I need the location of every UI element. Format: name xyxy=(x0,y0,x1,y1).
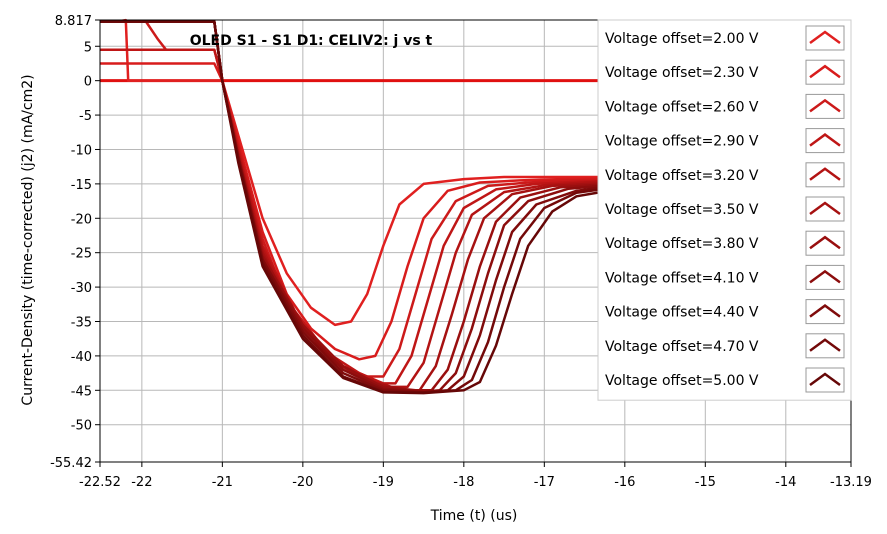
series-line-1 xyxy=(100,18,601,327)
y-tick-label: 0 xyxy=(84,75,92,90)
x-tick-label: -22 xyxy=(131,475,152,490)
y-tick-label: -50 xyxy=(71,419,92,434)
x-tick-label: -13.19 xyxy=(830,475,872,490)
legend-label: Voltage offset=3.50 V xyxy=(605,202,759,218)
legend-swatch[interactable] xyxy=(805,196,845,222)
legend-swatch-line xyxy=(809,133,841,147)
x-tick-label: -19 xyxy=(373,475,394,490)
legend-swatch-line xyxy=(809,304,841,318)
x-axis-title: Time (t) (us) xyxy=(430,508,518,524)
y-tick-label: -10 xyxy=(71,143,92,158)
legend-swatch-line xyxy=(809,167,841,181)
legend-label: Voltage offset=4.10 V xyxy=(605,270,759,286)
legend-swatch[interactable] xyxy=(805,264,845,290)
legend-swatch[interactable] xyxy=(805,333,845,359)
y-tick-label: 8.817 xyxy=(55,14,92,29)
y-tick-label: -25 xyxy=(71,247,92,262)
y-tick-label: -20 xyxy=(71,212,92,227)
x-tick-label: -17 xyxy=(534,475,555,490)
x-tick-label: -15 xyxy=(695,475,716,490)
x-tick-label: -20 xyxy=(292,475,313,490)
y-tick-label: -45 xyxy=(71,384,92,399)
legend-label: Voltage offset=2.30 V xyxy=(605,65,759,81)
x-tick-label: -21 xyxy=(212,475,233,490)
legend-label: Voltage offset=3.80 V xyxy=(605,236,759,252)
legend-swatch-line xyxy=(809,235,841,250)
x-axis-ticks: -22.52 -22 -21 -20 -19 -18 -17 -16 -15 -14 -13.19 xyxy=(79,462,872,490)
legend-label: Voltage offset=4.70 V xyxy=(605,339,759,355)
legend-label: Voltage offset=2.00 V xyxy=(605,31,759,47)
y-tick-label: -35 xyxy=(71,315,92,330)
x-tick-label: -14 xyxy=(775,475,796,490)
legend-swatch[interactable] xyxy=(805,299,845,325)
series-line-11 xyxy=(100,20,601,395)
legend-swatch[interactable] xyxy=(805,93,845,119)
legend-swatch[interactable] xyxy=(805,128,845,154)
y-tick-label: -40 xyxy=(71,350,92,365)
legend-label: Voltage offset=4.40 V xyxy=(605,305,759,321)
legend-swatch-line xyxy=(809,30,841,45)
legend-label: Voltage offset=2.60 V xyxy=(605,99,759,115)
legend-label: Voltage offset=3.20 V xyxy=(605,168,759,184)
legend-swatch-line xyxy=(809,201,841,216)
legend-label: Voltage offset=5.00 V xyxy=(605,373,759,389)
y-axis-title: Current-Density (time-corrected) (j2) (m… xyxy=(20,74,36,405)
y-axis-ticks: -55.42-50-45-40-35-30-25-20-15-10-5058.8… xyxy=(50,14,100,471)
y-tick-label: -15 xyxy=(71,178,92,193)
x-tick-label: -18 xyxy=(453,475,474,490)
y-tick-label: 5 xyxy=(84,40,92,55)
legend-swatch[interactable] xyxy=(805,230,845,256)
legend-label: Voltage offset=2.90 V xyxy=(605,134,759,150)
legend-swatch-line xyxy=(809,64,841,79)
x-tick-label: -22.52 xyxy=(79,475,121,490)
legend: Voltage offset=2.00 V Voltage offset=2.30… xyxy=(597,19,852,401)
legend-swatch[interactable] xyxy=(805,59,845,85)
legend-swatch-line xyxy=(809,269,841,284)
y-tick-label: -55.42 xyxy=(50,456,92,471)
legend-swatch-line xyxy=(809,372,841,387)
chart-title: OLED S1 - S1 D1: CELIV2: j vs t xyxy=(190,33,433,49)
legend-swatch-line xyxy=(809,98,841,113)
legend-swatch[interactable] xyxy=(805,367,845,393)
y-tick-label: -30 xyxy=(71,281,92,296)
legend-swatch[interactable] xyxy=(805,162,845,188)
legend-swatch-line xyxy=(809,338,841,352)
y-tick-label: -5 xyxy=(79,109,92,124)
legend-swatch[interactable] xyxy=(805,25,845,51)
x-tick-label: -16 xyxy=(614,475,635,490)
